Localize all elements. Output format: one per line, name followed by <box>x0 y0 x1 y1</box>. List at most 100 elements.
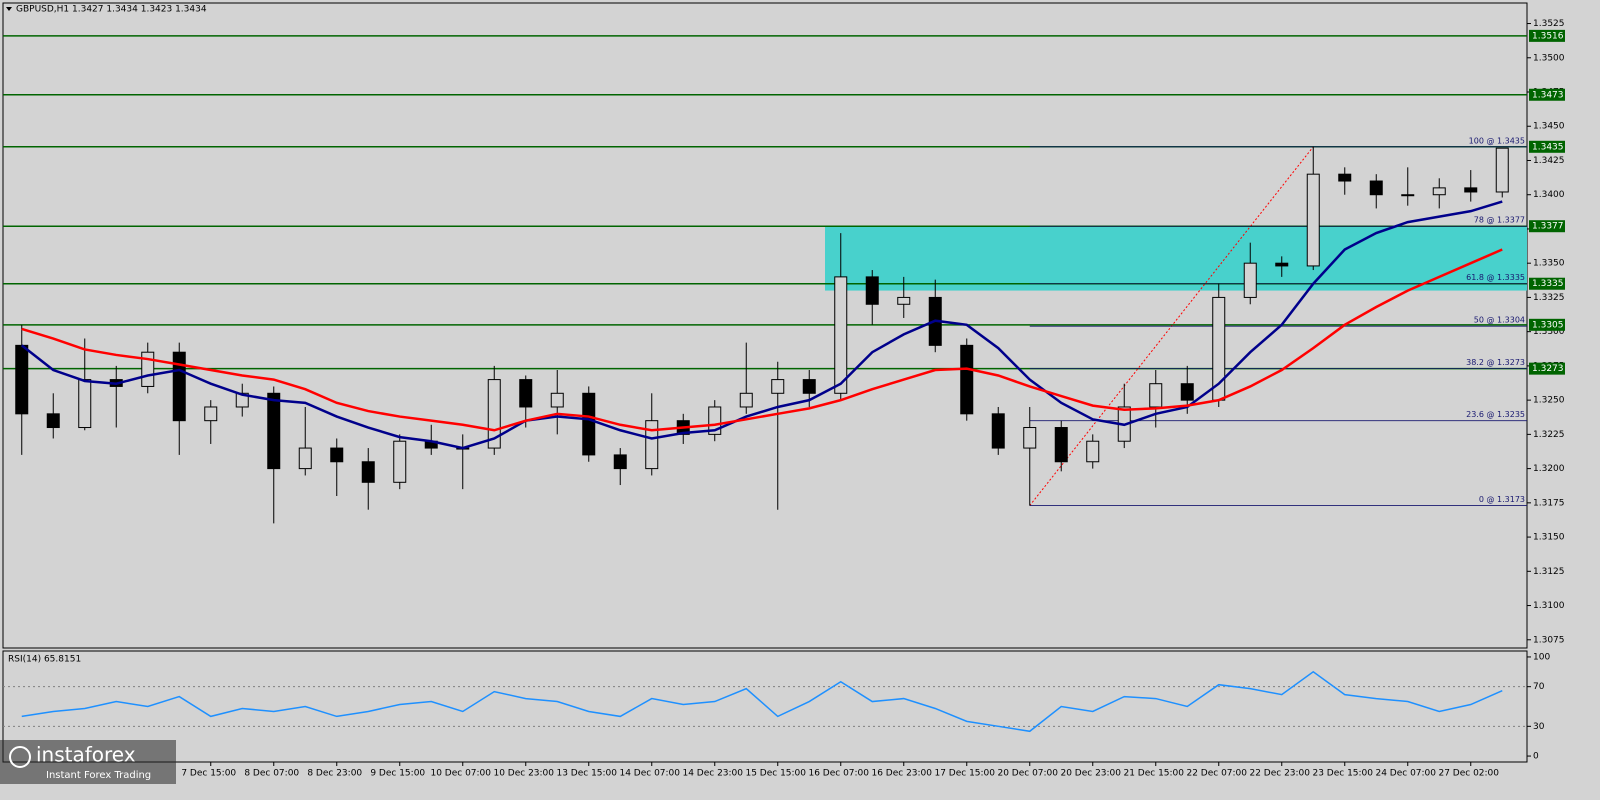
level-label: 1.3273 <box>1532 364 1564 374</box>
candle-body <box>1149 383 1163 408</box>
level-badge <box>1529 220 1565 233</box>
candle-body <box>519 379 533 408</box>
level-badge <box>1529 318 1565 331</box>
moving-average <box>21 248 1503 432</box>
candle-body <box>613 454 627 470</box>
candle-body <box>960 344 974 415</box>
level-label: 1.3473 <box>1532 90 1564 100</box>
y-tick-label: 1.3200 <box>1533 464 1565 474</box>
y-tick-label: 1.3425 <box>1533 156 1565 166</box>
candle-body <box>298 447 312 470</box>
level-badge <box>1529 88 1565 101</box>
candle-body <box>1054 427 1068 463</box>
fib-label: 78 @ 1.3377 <box>1474 216 1525 225</box>
y-tick-label: 1.3100 <box>1533 601 1565 611</box>
candle-body <box>802 379 816 394</box>
fib-label: 100 @ 1.3435 <box>1469 136 1525 145</box>
y-tick-label: 1.3350 <box>1533 259 1565 269</box>
y-tick-label: 1.3250 <box>1533 396 1565 406</box>
candle-body <box>1275 262 1289 267</box>
x-tick-label: 8 Dec 07:00 <box>244 769 299 779</box>
candle-body <box>834 276 848 394</box>
zone <box>825 226 1527 291</box>
x-tick-label: 14 Dec 23:00 <box>682 769 743 779</box>
candle-body <box>1401 194 1415 197</box>
x-tick-label: 10 Dec 07:00 <box>430 769 491 779</box>
candle-body <box>1432 187 1446 196</box>
candle-body <box>267 392 281 470</box>
x-tick-label: 9 Dec 15:00 <box>370 769 425 779</box>
candle-body <box>582 392 596 456</box>
candle-body <box>1495 147 1509 193</box>
level-label: 1.3516 <box>1532 31 1564 41</box>
x-tick-label: 22 Dec 07:00 <box>1186 769 1247 779</box>
y-tick-label: 1.3500 <box>1533 53 1565 63</box>
rsi-tick-label: 30 <box>1533 722 1545 732</box>
candle-body <box>708 406 722 435</box>
y-tick-label: 1.3075 <box>1533 635 1565 645</box>
rsi-tick-label: 0 <box>1533 752 1539 762</box>
watermark-tagline: Instant Forex Trading <box>46 770 151 781</box>
level-label: 1.3377 <box>1532 222 1564 232</box>
x-tick-label: 10 Dec 23:00 <box>493 769 554 779</box>
x-tick-label: 16 Dec 07:00 <box>808 769 869 779</box>
rsi-label: RSI(14) 65.8151 <box>8 655 81 665</box>
candle-body <box>78 379 92 429</box>
rsi-tick-label: 100 <box>1533 652 1550 662</box>
candle-body <box>330 447 344 463</box>
chart-title: GBPUSD,H1 1.3427 1.3434 1.3423 1.3434 <box>16 5 207 15</box>
candle-body <box>1086 440 1100 463</box>
x-tick-label: 13 Dec 15:00 <box>556 769 617 779</box>
fib-label: 50 @ 1.3304 <box>1474 316 1525 325</box>
x-tick-label: 20 Dec 07:00 <box>997 769 1058 779</box>
candle-body <box>865 276 879 305</box>
candle-body <box>991 413 1005 449</box>
candle-body <box>172 351 186 422</box>
watermark-icon <box>9 746 31 768</box>
level-label: 1.3435 <box>1532 142 1564 152</box>
candle-body <box>361 461 375 483</box>
y-tick-label: 1.3125 <box>1533 567 1565 577</box>
candle-body <box>1338 173 1352 182</box>
candle-body <box>645 420 659 470</box>
fib-label: 23.6 @ 1.3235 <box>1466 410 1525 419</box>
y-tick-label: 1.3225 <box>1533 430 1565 440</box>
level-badge <box>1529 29 1565 42</box>
y-tick-label: 1.3450 <box>1533 122 1565 132</box>
candle-body <box>235 392 249 408</box>
level-badge <box>1529 277 1565 290</box>
x-tick-label: 24 Dec 07:00 <box>1375 769 1436 779</box>
candle-body <box>393 440 407 483</box>
x-tick-label: 7 Dec 15:00 <box>181 769 236 779</box>
candle-body <box>204 406 218 422</box>
fib-label: 38.2 @ 1.3273 <box>1466 358 1525 367</box>
x-tick-label: 15 Dec 15:00 <box>745 769 806 779</box>
level-badge <box>1529 362 1565 375</box>
level-label: 1.3305 <box>1532 320 1564 330</box>
x-tick-label: 16 Dec 23:00 <box>871 769 932 779</box>
candle-body <box>1023 427 1037 449</box>
rsi-panel <box>2 650 1528 763</box>
y-tick-label: 1.3175 <box>1533 498 1565 508</box>
candle-body <box>1180 383 1194 401</box>
x-tick-label: 14 Dec 07:00 <box>619 769 680 779</box>
y-tick-label: 1.3325 <box>1533 293 1565 303</box>
candle-body <box>739 392 753 408</box>
y-tick-label: 1.3400 <box>1533 190 1565 200</box>
rsi-line <box>21 670 1503 733</box>
level-badge <box>1529 140 1565 153</box>
candle-body <box>897 296 911 305</box>
candle-body <box>550 392 564 408</box>
x-tick-label: 8 Dec 23:00 <box>307 769 362 779</box>
menu-arrow <box>6 7 12 11</box>
x-tick-label: 20 Dec 23:00 <box>1060 769 1121 779</box>
x-tick-label: 17 Dec 15:00 <box>934 769 995 779</box>
candle-body <box>1243 262 1257 298</box>
watermark: instaforex Instant Forex Trading <box>0 740 176 784</box>
moving-average <box>20 200 1503 450</box>
candle-body <box>15 344 29 415</box>
candle-body <box>771 379 785 394</box>
y-tick-label: 1.3300 <box>1533 327 1565 337</box>
y-tick-label: 1.3150 <box>1533 533 1565 543</box>
